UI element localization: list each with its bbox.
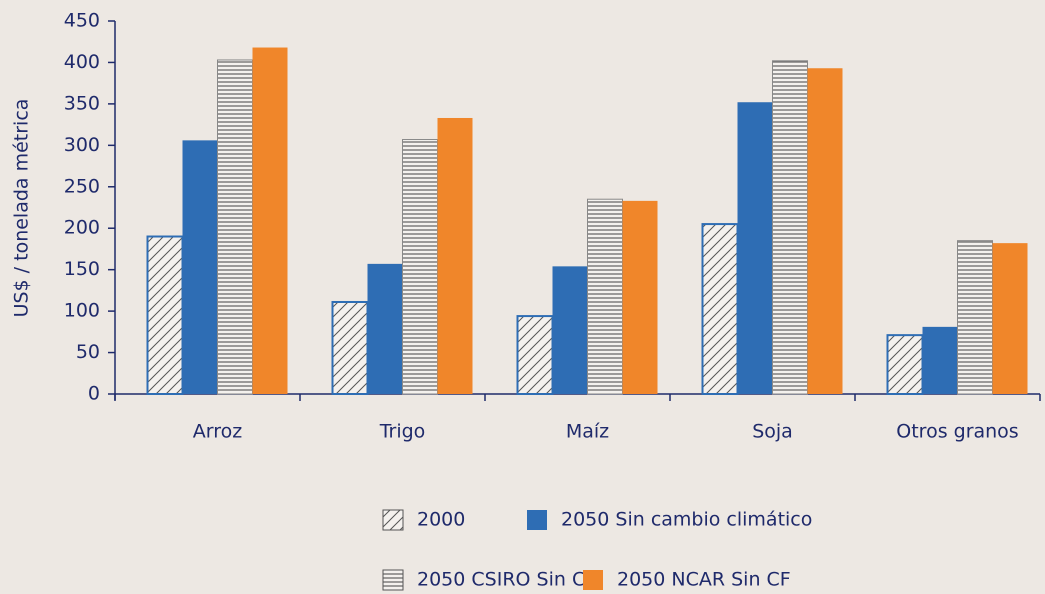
bar — [772, 60, 808, 395]
y-tick-label: 350 — [64, 92, 100, 114]
y-tick-label: 400 — [64, 51, 100, 73]
y-axis-label: US$ / tonelada métrica — [11, 99, 33, 318]
bar — [622, 200, 658, 394]
bar — [886, 334, 924, 396]
bar — [146, 235, 184, 395]
bar — [552, 266, 588, 394]
bar — [182, 140, 218, 394]
bar — [217, 59, 253, 395]
bar — [402, 139, 438, 395]
x-tick-label: Trigo — [379, 421, 426, 443]
legend-swatch — [382, 569, 404, 591]
legend-swatch — [583, 570, 603, 590]
bar — [957, 240, 993, 395]
bar — [367, 263, 403, 394]
x-tick-label: Arroz — [193, 421, 242, 443]
legend-label: 2000 — [417, 509, 465, 531]
bar — [922, 326, 958, 394]
y-tick-label: 50 — [76, 341, 100, 363]
legend-swatch — [382, 509, 404, 531]
bar — [807, 68, 843, 394]
y-tick-label: 250 — [64, 175, 100, 197]
legend-swatch — [527, 510, 547, 530]
x-tick-label: Otros granos — [896, 421, 1018, 443]
bar — [516, 315, 554, 395]
bar — [737, 102, 773, 394]
bar — [587, 198, 623, 395]
bar — [437, 117, 473, 394]
legend-label: 2050 CSIRO Sin CF — [417, 569, 596, 591]
bar — [992, 243, 1028, 394]
legend-label: 2050 NCAR Sin CF — [617, 569, 791, 591]
y-tick-label: 0 — [88, 383, 100, 405]
y-tick-label: 100 — [64, 300, 100, 322]
x-tick-label: Maíz — [566, 421, 609, 443]
legend-label: 2050 Sin cambio climático — [561, 509, 812, 531]
y-tick-label: 300 — [64, 134, 100, 156]
y-tick-label: 450 — [64, 10, 100, 32]
bar — [701, 223, 739, 395]
y-tick-label: 150 — [64, 258, 100, 280]
x-tick-label: Soja — [752, 421, 793, 443]
bar — [252, 47, 288, 394]
y-tick-label: 200 — [64, 217, 100, 239]
bar — [331, 300, 369, 396]
